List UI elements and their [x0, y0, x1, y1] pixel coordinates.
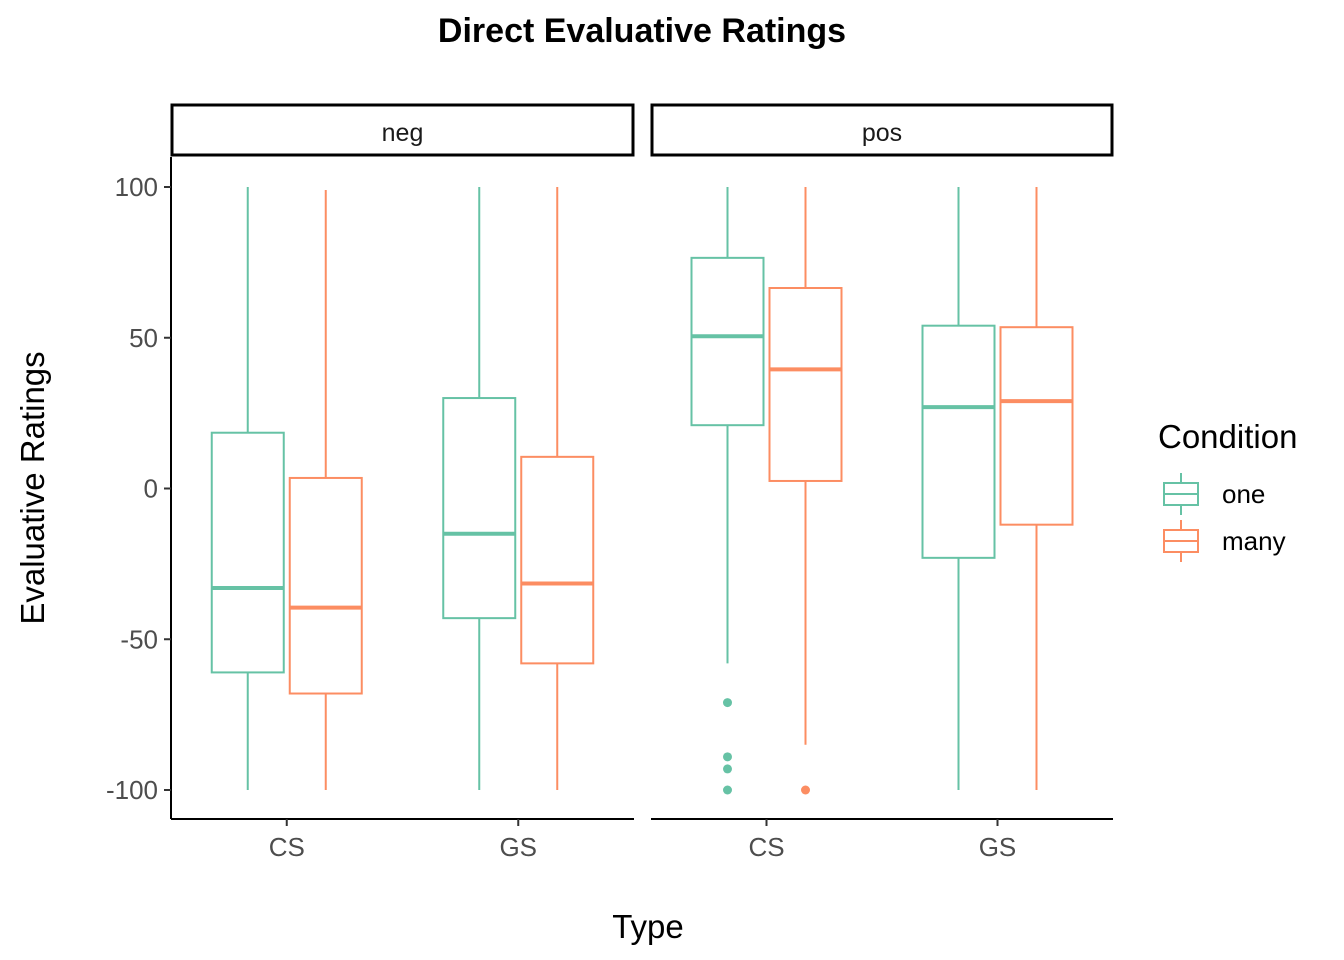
- box-one-neg-CS: [210, 187, 285, 790]
- x-tick-label: CS: [748, 832, 784, 862]
- iqr-box: [999, 326, 1074, 526]
- y-tick-label: -100: [106, 775, 158, 805]
- iqr-box: [921, 324, 996, 559]
- box-many-pos-CS: [768, 187, 843, 795]
- box-one-neg-GS: [442, 187, 517, 790]
- iqr-box: [288, 476, 363, 695]
- y-tick-label: 100: [115, 172, 158, 202]
- outlier-point: [723, 752, 732, 762]
- facet-strip: [650, 103, 1114, 157]
- legend-label-many: many: [1222, 526, 1286, 556]
- y-axis: 100 50 0 -50 -100: [106, 157, 172, 819]
- outlier-point: [723, 698, 732, 708]
- box-many-pos-GS: [999, 187, 1074, 790]
- iqr-box: [520, 455, 595, 665]
- box-many-neg-GS: [520, 187, 595, 790]
- x-axis-title: Type: [612, 908, 684, 945]
- x-tick-label: CS: [269, 832, 305, 862]
- x-tick-label: GS: [499, 832, 537, 862]
- box-one-pos-GS: [921, 187, 996, 790]
- x-tick-label: GS: [979, 832, 1017, 862]
- outlier-point: [723, 785, 732, 795]
- iqr-box: [442, 397, 517, 620]
- y-tick-label: 0: [144, 474, 158, 504]
- facet-strip-label: pos: [862, 119, 902, 147]
- legend: Condition one many: [1158, 418, 1297, 562]
- box-one-pos-CS: [690, 187, 765, 795]
- facet-strip: [170, 103, 635, 157]
- panel-neg: neg CS GS: [170, 103, 635, 862]
- iqr-box: [210, 431, 285, 674]
- box-many-neg-CS: [288, 190, 363, 790]
- chart-title: Direct Evaluative Ratings: [438, 12, 846, 50]
- legend-key-one: [1163, 473, 1199, 515]
- legend-title: Condition: [1158, 418, 1297, 455]
- iqr-box: [690, 256, 765, 427]
- y-tick-label: 50: [129, 323, 158, 353]
- legend-label-one: one: [1222, 479, 1265, 509]
- y-axis-title: Evaluative Ratings: [14, 351, 51, 624]
- outlier-point: [801, 785, 810, 795]
- legend-key-many: [1163, 520, 1199, 562]
- iqr-box: [768, 287, 843, 482]
- facet-panels: neg CS GS pos CS GS: [170, 103, 1114, 862]
- outlier-point: [723, 764, 732, 774]
- facet-strip-label: neg: [382, 119, 424, 147]
- y-tick-label: -50: [120, 624, 158, 654]
- panel-pos: pos CS GS: [650, 103, 1114, 862]
